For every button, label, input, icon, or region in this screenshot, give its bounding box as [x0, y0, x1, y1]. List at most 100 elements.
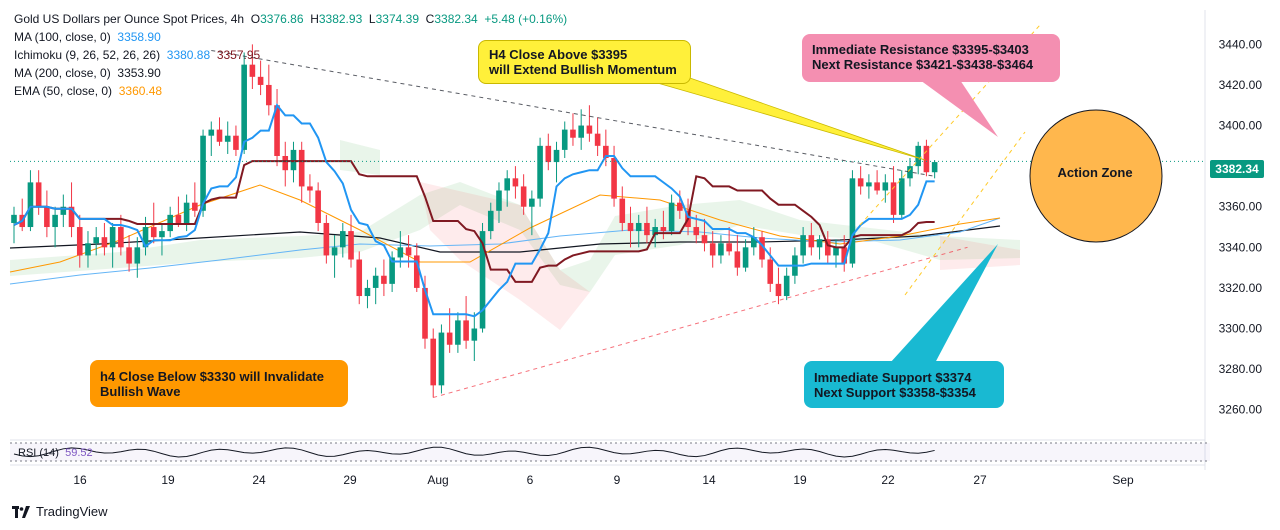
candle-body	[841, 247, 848, 264]
candle-body	[430, 338, 437, 386]
indicator-name: Ichimoku (9, 26, 52, 26, 26)	[14, 48, 161, 62]
candle-body	[315, 190, 321, 223]
candle-body	[923, 145, 930, 173]
invalidate-text: h4 Close Below $3330 will Invalidate Bul…	[100, 369, 324, 399]
candle-body	[60, 206, 67, 215]
candle-body	[709, 243, 716, 256]
candle-body	[734, 251, 741, 268]
candle-body	[192, 202, 198, 211]
resistance-callout[interactable]: Immediate Resistance $3395-$3403 Next Re…	[802, 34, 1060, 82]
candle-body	[660, 227, 667, 232]
invalidate-callout[interactable]: h4 Close Below $3330 will Invalidate Bul…	[90, 360, 348, 407]
brand-footer[interactable]: TradingView	[12, 504, 108, 519]
candle-body	[52, 214, 58, 228]
candle-body	[233, 135, 239, 150]
candle-body	[644, 222, 650, 236]
trend-line	[211, 49, 935, 177]
candle-body	[487, 210, 494, 232]
ichimoku-cloud-red	[940, 236, 1020, 270]
candle-body	[775, 283, 782, 297]
x-tick-label: 29	[343, 473, 357, 487]
close-label: C	[425, 12, 435, 26]
candle-body	[537, 145, 543, 199]
candle-body	[257, 76, 264, 85]
candle-body	[742, 247, 749, 268]
candle-body	[413, 255, 420, 288]
candle-body	[11, 214, 17, 223]
indicator-row[interactable]: EMA (50, close, 0) 3360.48	[14, 82, 567, 100]
candle-body	[101, 237, 108, 248]
candle-body	[504, 178, 510, 191]
candle-body	[849, 178, 856, 264]
candle-body	[282, 155, 289, 171]
candle-body	[882, 182, 889, 191]
candle-body	[874, 182, 880, 191]
rsi-label: RSI (14)	[18, 447, 59, 459]
indicator-row[interactable]: MA (200, close, 0) 3353.90	[14, 64, 567, 82]
candle-body	[907, 166, 913, 179]
indicator-name: EMA (50, close, 0)	[14, 84, 113, 98]
rsi-line	[13, 446, 935, 458]
x-tick-label: 14	[702, 473, 716, 487]
brand-name: TradingView	[36, 504, 108, 519]
candle-body	[340, 231, 346, 248]
x-tick-label: 22	[881, 473, 895, 487]
candle-body	[553, 149, 560, 163]
candle-body	[471, 328, 478, 341]
high-value: 3382.93	[318, 12, 363, 26]
candle-body	[529, 198, 535, 207]
low-value: 3374.39	[375, 12, 419, 26]
candle-body	[356, 259, 363, 297]
candle-body	[455, 320, 461, 345]
candle-body	[677, 202, 683, 211]
candle-body	[751, 237, 757, 248]
ichimoku-conversion-line	[13, 103, 935, 318]
candle-body	[290, 149, 297, 171]
high-label: H	[310, 12, 319, 26]
candle-body	[635, 222, 642, 232]
candle-body	[619, 198, 626, 223]
indicator-row[interactable]: Ichimoku (9, 26, 52, 26, 26) 3380.88 335…	[14, 46, 567, 64]
candle-body	[323, 222, 330, 256]
candle-body	[463, 320, 469, 341]
open-value: 3376.86	[260, 12, 304, 26]
candle-body	[76, 227, 83, 256]
resistance-text: Immediate Resistance $3395-$3403 Next Re…	[812, 42, 1034, 72]
candle-body	[693, 227, 700, 236]
ichimoku-cloud-green	[340, 140, 380, 175]
candle-body	[159, 231, 165, 238]
candle-body	[109, 227, 116, 248]
y-tick-label: 3260.00	[1219, 403, 1263, 417]
candle-body	[824, 239, 831, 256]
y-tick-label: 3320.00	[1219, 281, 1263, 295]
y-tick-label: 3280.00	[1219, 362, 1263, 376]
x-tick-label: 6	[527, 473, 534, 487]
resistance-callout-pointer	[920, 80, 998, 137]
bullish-callout-pointer	[639, 77, 926, 161]
candle-body	[175, 214, 182, 223]
candle-body	[603, 145, 609, 159]
candle-body	[208, 129, 215, 136]
candle-body	[134, 247, 141, 264]
action-zone-label: Action Zone	[1057, 165, 1133, 180]
candle-body	[446, 332, 453, 345]
x-tick-label: 16	[73, 473, 87, 487]
candle-body	[266, 84, 272, 106]
candle-body	[866, 182, 872, 187]
candle-body	[68, 206, 75, 228]
candle-body	[298, 149, 305, 187]
open-label: O	[250, 12, 261, 26]
candle-body	[718, 243, 724, 256]
bullish-callout[interactable]: H4 Close Above $3395 will Extend Bullish…	[478, 40, 691, 84]
candle-body	[611, 158, 617, 199]
candle-body	[668, 202, 675, 232]
candle-body	[570, 129, 576, 138]
candle-body	[783, 275, 790, 297]
support-callout[interactable]: Immediate Support $3374 Next Support $33…	[804, 361, 1004, 408]
candle-body	[800, 235, 806, 256]
indicator-row[interactable]: MA (100, close, 0) 3358.90	[14, 28, 567, 46]
y-tick-label: 3360.00	[1219, 200, 1263, 214]
last-price-tag: 3382.34	[1210, 160, 1264, 178]
candle-body	[496, 190, 502, 211]
